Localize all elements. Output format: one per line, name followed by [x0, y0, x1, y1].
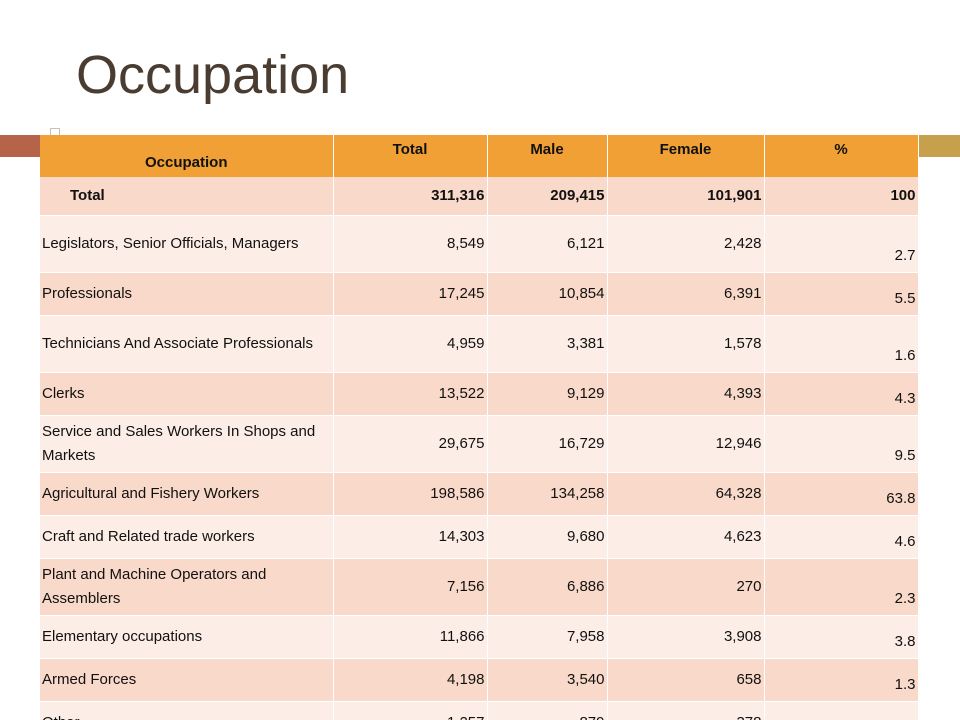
cell-female: 2,428 — [607, 215, 765, 273]
cell-percent: 3.8 — [764, 615, 919, 659]
cell-male: 10,854 — [487, 272, 608, 316]
cell-percent: 100 — [764, 177, 919, 216]
table-header-row: Occupation Total Male Female % — [40, 135, 919, 177]
cell-male: 7,958 — [487, 615, 608, 659]
cell-male: 209,415 — [487, 177, 608, 216]
table-row: Other1,2578793780.4 — [40, 701, 919, 720]
table-row-total: Total 311,316 209,415 101,901 100 — [40, 177, 919, 216]
cell-total: 29,675 — [333, 415, 488, 473]
table-row: Agricultural and Fishery Workers 198,586 1… — [40, 472, 919, 516]
cell-female: 1,578 — [607, 315, 765, 373]
cell-total: 198,586 — [333, 472, 488, 516]
cell-female: 4,623 — [607, 515, 765, 559]
cell-female: 270 — [607, 558, 765, 616]
header-occupation: Occupation — [40, 135, 334, 177]
occupation-table: Occupation Total Male Female % Total 311… — [40, 135, 919, 720]
cell-occupation: Plant and Machine Operators and Assemble… — [40, 558, 334, 616]
table-row: Clerks 13,522 9,129 4,393 4.3 — [40, 372, 919, 416]
table-row: Armed Forces 4,198 3,540 658 1.3 — [40, 658, 919, 702]
slide-title: Occupation — [76, 45, 350, 105]
table-body: Total 311,316 209,415 101,901 100 Legisl… — [40, 177, 919, 720]
cell-occupation: Professionals — [40, 272, 334, 316]
cell-total: 14,303 — [333, 515, 488, 559]
cell-male: 9,680 — [487, 515, 608, 559]
cell-percent: 1.3 — [764, 658, 919, 702]
cell-occupation: Total — [40, 177, 334, 216]
cell-male: 6,121 — [487, 215, 608, 273]
cell-occupation: Armed Forces — [40, 658, 334, 702]
cell-occupation: Service and Sales Workers In Shops and M… — [40, 415, 334, 473]
cell-female: 378 — [607, 701, 765, 720]
cell-percent: 4.6 — [764, 515, 919, 559]
header-percent: % — [764, 135, 919, 177]
cell-percent: 2.3 — [764, 558, 919, 616]
cell-female: 658 — [607, 658, 765, 702]
table-row: Elementary occupations 11,866 7,958 3,908 3.… — [40, 615, 919, 659]
cell-percent: 9.5 — [764, 415, 919, 473]
table-row: Technicians And Associate Professionals 4… — [40, 315, 919, 373]
cell-female: 64,328 — [607, 472, 765, 516]
cell-total: 8,549 — [333, 215, 488, 273]
cell-female: 6,391 — [607, 272, 765, 316]
cell-percent: 63.8 — [764, 472, 919, 516]
cell-total: 13,522 — [333, 372, 488, 416]
table-row: Service and Sales Workers In Shops and M… — [40, 415, 919, 473]
cell-percent: 0.4 — [764, 701, 919, 720]
cell-total: 7,156 — [333, 558, 488, 616]
cell-male: 9,129 — [487, 372, 608, 416]
table-row: Craft and Related trade workers 14,303 9,6… — [40, 515, 919, 559]
cell-male: 3,540 — [487, 658, 608, 702]
cell-total: 4,198 — [333, 658, 488, 702]
cell-percent: 1.6 — [764, 315, 919, 373]
header-total: Total — [333, 135, 488, 177]
cell-total: 17,245 — [333, 272, 488, 316]
cell-occupation: Technicians And Associate Professionals — [40, 315, 334, 373]
cell-male: 134,258 — [487, 472, 608, 516]
cell-percent: 5.5 — [764, 272, 919, 316]
cell-total: 4,959 — [333, 315, 488, 373]
cell-occupation: Other — [40, 701, 334, 720]
cell-total: 1,257 — [333, 701, 488, 720]
cell-male: 879 — [487, 701, 608, 720]
cell-male: 16,729 — [487, 415, 608, 473]
cell-percent: 2.7 — [764, 215, 919, 273]
cell-total: 11,866 — [333, 615, 488, 659]
cell-female: 3,908 — [607, 615, 765, 659]
cell-male: 3,381 — [487, 315, 608, 373]
cell-percent: 4.3 — [764, 372, 919, 416]
header-male: Male — [487, 135, 608, 177]
cell-occupation: Legislators, Senior Officials, Managers — [40, 215, 334, 273]
accent-bar-right — [917, 135, 960, 157]
cell-occupation: Agricultural and Fishery Workers — [40, 472, 334, 516]
table-row: Professionals 17,245 10,854 6,391 5.5 — [40, 272, 919, 316]
table-row: Legislators, Senior Officials, Managers 8… — [40, 215, 919, 273]
cell-total: 311,316 — [333, 177, 488, 216]
cell-occupation: Craft and Related trade workers — [40, 515, 334, 559]
occupation-table-container: Occupation Total Male Female % Total 311… — [40, 135, 919, 720]
cell-female: 101,901 — [607, 177, 765, 216]
accent-bar-left — [0, 135, 50, 157]
cell-female: 12,946 — [607, 415, 765, 473]
header-female: Female — [607, 135, 765, 177]
cell-occupation: Clerks — [40, 372, 334, 416]
cell-male: 6,886 — [487, 558, 608, 616]
table-row: Plant and Machine Operators and Assemble… — [40, 558, 919, 616]
cell-female: 4,393 — [607, 372, 765, 416]
cell-occupation: Elementary occupations — [40, 615, 334, 659]
